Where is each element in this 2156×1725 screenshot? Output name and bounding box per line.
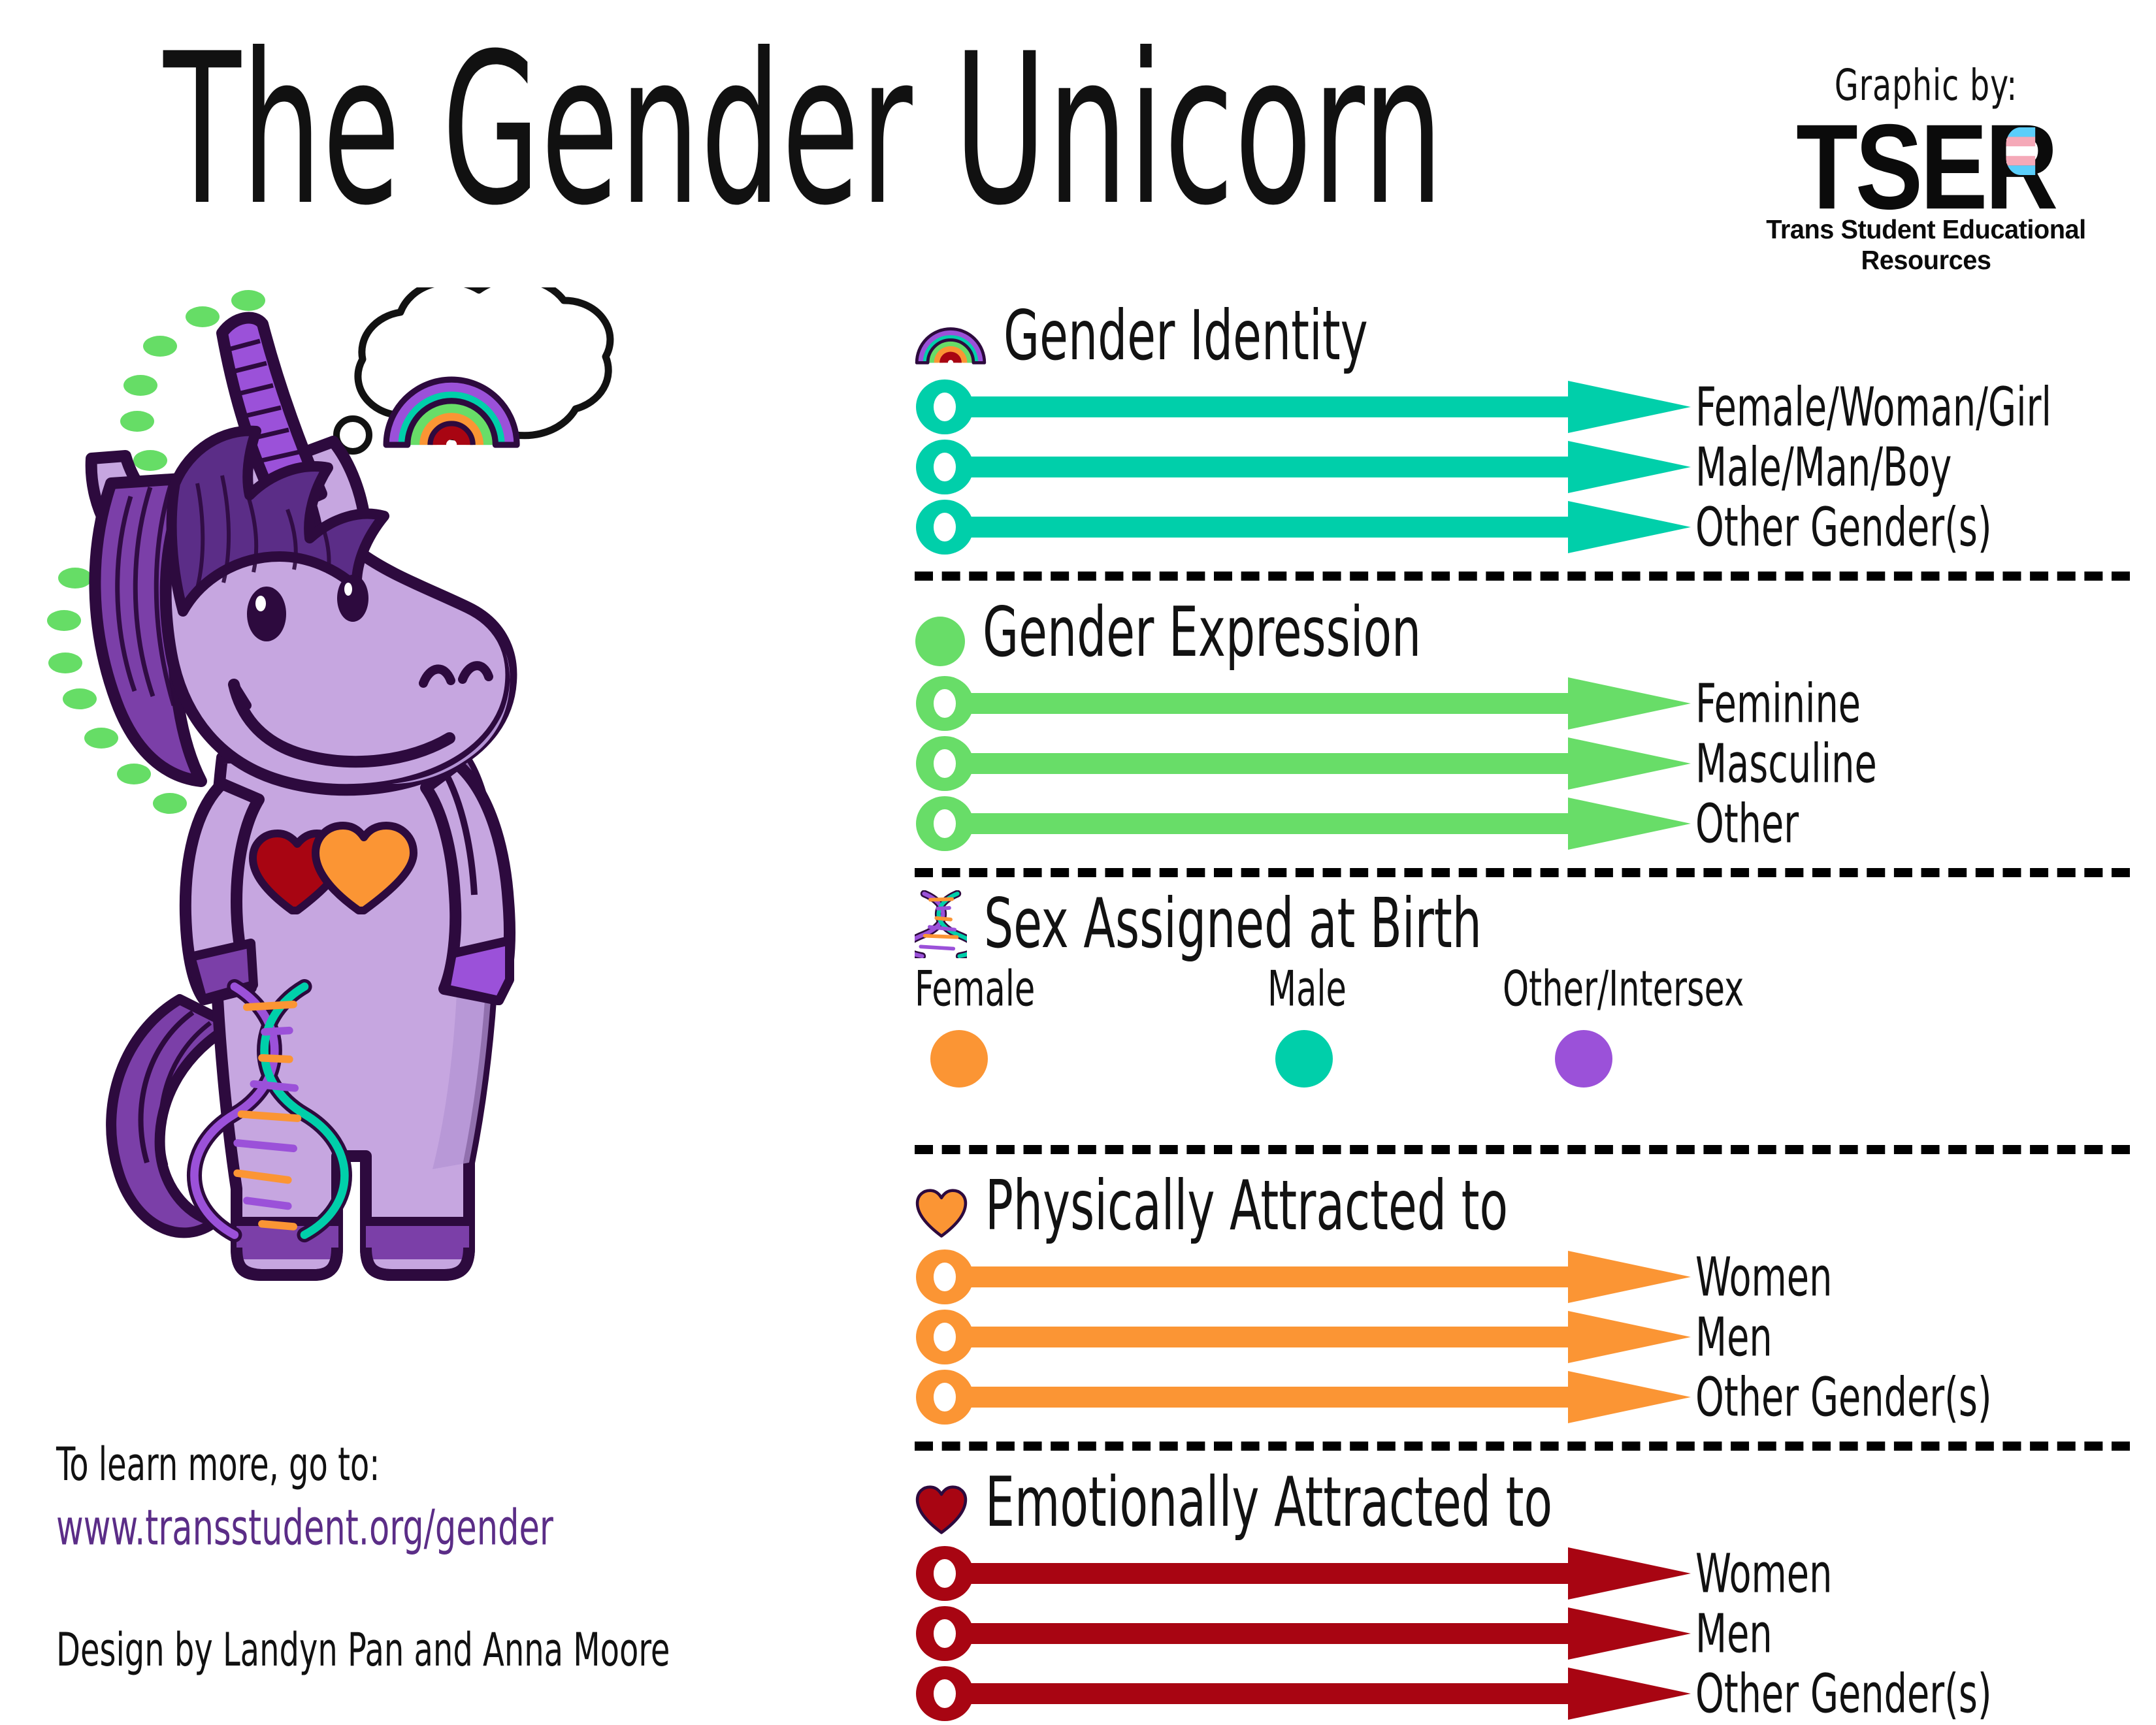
section-title: Gender Identity [1004,296,1368,376]
spectrum-row[interactable]: Feminine [915,676,2130,731]
arrow-rows: Women Men Other Gender [915,1249,2130,1425]
section-title: Physically Attracted to [985,1166,1509,1246]
section-physically-attracted-to: Physically Attracted to Women [915,1167,2130,1425]
spectrum-arrow [916,440,1691,494]
spectrum-row[interactable]: Male/Man/Boy [915,440,2130,494]
section-title: Emotionally Attracted to [985,1462,1553,1542]
infographic-canvas: The Gender Unicorn Graphic by: TSER Tran… [26,8,2130,1721]
arrow-rows: Female/Woman/Girl Male/Man/Boy [915,379,2130,555]
credit-label: Design by Landyn Pan and Anna Moore [56,1622,670,1677]
section-divider [915,1145,2130,1154]
section-header: Gender Expression [915,594,2130,667]
spectrum-row[interactable]: Other Gender(s) [915,500,2130,555]
tser-wordmark: TSER [1796,106,2058,227]
dna-icon [187,978,352,1243]
unicorn-tail [106,994,237,1238]
spectrum-label: Other Gender(s) [1695,1366,1992,1428]
spectrum-label: Other [1695,792,1799,855]
section-header: Gender Identity [915,297,2130,370]
spectrum-arrow [916,1546,1691,1601]
arrow-rows: Women Men Other Gender [915,1546,2130,1721]
dna-icon [915,890,967,958]
spectrum-row[interactable]: Women [915,1546,2130,1601]
orange-heart-icon [312,822,417,914]
spectrum-arrow [916,1606,1691,1661]
sex-option[interactable]: Female [915,960,1054,1088]
spectrum-arrow [916,500,1691,555]
spectrum-arrow [916,676,1691,731]
sex-option[interactable]: Other/Intersex [1503,960,1783,1088]
gender-unicorn-character [26,287,895,1398]
spectrum-label: Women [1695,1246,1833,1308]
trans-flag-icon [2006,127,2036,176]
spectrum-row[interactable]: Men [915,1606,2130,1661]
spectrum-arrow [916,1666,1691,1721]
spectrum-arrow [916,736,1691,791]
spectrum-row[interactable]: Other [915,796,2130,851]
section-header: Physically Attracted to [915,1167,2130,1240]
spectrum-label: Female/Woman/Girl [1695,376,2051,438]
spectrum-label: Feminine [1695,672,1861,735]
sex-option-label: Male [1267,960,1347,1018]
spectrum-label: Other Gender(s) [1695,1662,1992,1725]
section-sex-assigned-at-birth: Sex Assigned at Birth Female Male Other/… [915,890,2130,1128]
spectrum-label: Men [1695,1306,1772,1368]
spectrum-label: Other Gender(s) [1695,496,1992,558]
orange-heart-icon [915,1189,968,1238]
section-divider [915,868,2130,877]
sex-option-dot [1275,1030,1333,1088]
sex-option-dot [930,1030,988,1088]
spectrum-row[interactable]: Men [915,1310,2130,1364]
spectrum-arrow [916,379,1691,434]
section-title: Sex Assigned at Birth [984,884,1482,963]
chest-hearts [249,822,417,914]
section-divider [915,572,2130,581]
section-emotionally-attracted-to: Emotionally Attracted to Women [915,1464,2130,1721]
learn-more-label: To learn more, go to: [56,1437,380,1492]
spectrum-label: Masculine [1695,732,1877,795]
red-heart-icon [915,1485,968,1534]
sex-option-label: Other/Intersex [1503,960,1744,1018]
section-divider [915,1442,2130,1451]
graphic-by-label: Graphic by: [1834,60,2018,111]
unicorn-head [85,312,517,796]
spectrum-row[interactable]: Masculine [915,736,2130,791]
spectrum-arrow [916,1370,1691,1425]
section-gender-expression: Gender Expression Feminine [915,594,2130,851]
sex-option[interactable]: Male [1267,960,1360,1088]
arrow-rows: Feminine Masculine Oth [915,676,2130,851]
rainbow-icon [915,327,987,364]
sex-option-label: Female [915,960,1036,1018]
tser-logo: Graphic by: TSER Trans Student Education… [1730,60,2122,276]
spectrum-row[interactable]: Other Gender(s) [915,1370,2130,1425]
website-link[interactable]: www.transstudent.org/gender [56,1499,553,1556]
section-header: Emotionally Attracted to [915,1464,2130,1537]
footer: To learn more, go to: www.transstudent.o… [56,1437,840,1677]
section-title: Gender Expression [983,592,1422,672]
spectrum-row[interactable]: Other Gender(s) [915,1666,2130,1721]
spectrum-row[interactable]: Female/Woman/Girl [915,379,2130,434]
spectrum-arrow [916,1310,1691,1364]
green-circle-icon [915,617,965,666]
section-gender-identity: Gender Identity Female/Woman/Girl [915,297,2130,555]
spectrum-label: Women [1695,1542,1833,1605]
page-title: The Gender Unicorn [163,8,1444,251]
categories-panel: Gender Identity Female/Woman/Girl [915,297,2130,1721]
tser-tagline: Trans Student Educational Resources [1766,214,2086,276]
spectrum-label: Male/Man/Boy [1695,436,1952,498]
spectrum-arrow [916,796,1691,851]
spectrum-row[interactable]: Women [915,1249,2130,1304]
section-header: Sex Assigned at Birth [915,890,2130,958]
spectrum-label: Men [1695,1602,1772,1665]
sex-option-dot [1555,1030,1612,1088]
sex-options: Female Male Other/Intersex [915,960,2130,1128]
spectrum-arrow [916,1249,1691,1304]
